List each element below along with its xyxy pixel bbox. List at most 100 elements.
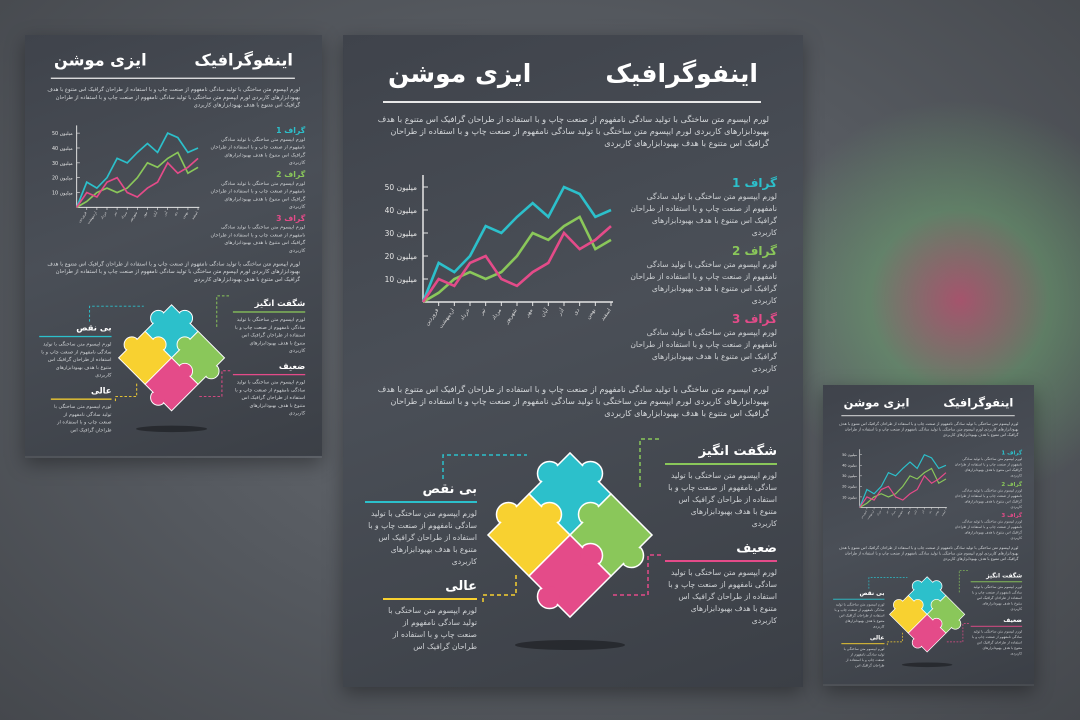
weak-underline <box>665 560 777 562</box>
excellent-block: عالی لورم ایپسوم متن ساختگی با تولید ساد… <box>841 634 885 668</box>
connector-excellent <box>114 383 138 404</box>
x-tick-label: تیر <box>112 211 118 217</box>
y-tick-label: 40 میلیون <box>842 464 857 468</box>
graph1-text: لورم ایپسوم متن ساختگی با تولید سادگی نا… <box>210 136 306 166</box>
x-tick-label: خرداد <box>100 211 108 220</box>
title-divider <box>841 415 1015 417</box>
flawless-block: بی نقص لورم ایپسوم متن ساختگی با تولید س… <box>365 481 477 568</box>
graph3-text: لورم ایپسوم متن ساختگی با تولید سادگی نا… <box>210 224 306 254</box>
right-labels: شگفت انگیز لورم ایپسوم متن ساختگی با تول… <box>970 572 1023 656</box>
puzzle-knob-fill <box>538 462 560 484</box>
puzzle-knob-fill <box>912 600 923 610</box>
graph1-text: لورم ایپسوم متن ساختگی با تولید سادگی نا… <box>630 192 777 237</box>
flawless-text: لورم ایپسوم متن ساختگی با تولید سادگی نا… <box>368 509 477 566</box>
puzzle-knob-fill <box>931 618 942 629</box>
y-tick-label: 30 میلیون <box>52 161 73 167</box>
puzzle-knob-fill <box>497 503 519 525</box>
puzzle-graphic <box>89 295 231 433</box>
intro-paragraph: لورم ایپسوم متن ساختگی با تولید سادگی نا… <box>47 86 301 108</box>
x-tick-label: آذر <box>920 509 926 515</box>
flawless-underline <box>833 598 885 600</box>
puzzle-knob-fill <box>178 364 192 378</box>
puzzle-knob-fill <box>178 311 192 325</box>
y-tick-label: 20 میلیون <box>842 485 857 489</box>
x-tick-label: خرداد <box>876 510 882 517</box>
puzzle-pieces <box>889 576 966 653</box>
y-tick-label: 50 میلیون <box>385 183 417 192</box>
amazing-underline <box>665 463 777 465</box>
page-subtitle: ایزی موشن <box>843 396 910 410</box>
series-line-2 <box>76 151 199 209</box>
weak-underline <box>232 373 306 376</box>
flawless-underline <box>39 335 112 338</box>
connector-amazing <box>639 438 661 487</box>
second-paragraph: لورم ایپسوم متن ساختگی با تولید سادگی نا… <box>838 545 1019 561</box>
x-tick-label: آبان <box>151 209 159 217</box>
x-tick-label: شهریور <box>896 510 904 519</box>
weak-block: ضعیف لورم ایپسوم متن ساختگی با تولید ساد… <box>665 540 777 627</box>
left-labels: بی نقص لورم ایپسوم متن ساختگی با تولید س… <box>39 323 112 434</box>
graph1-block: گراف 1 لورم ایپسوم متن ساختگی با تولید س… <box>627 175 777 239</box>
puzzle-pieces <box>486 451 654 619</box>
flawless-title: بی نقص <box>76 323 112 334</box>
x-tick-label: تیر <box>885 510 890 515</box>
x-tick-label: آذر <box>556 307 566 318</box>
page-subtitle: ایزی موشن <box>388 59 532 88</box>
connector-excellent <box>886 632 903 647</box>
puzzle-knob-fill <box>931 581 942 591</box>
graph3-title: گراف 3 <box>731 312 777 326</box>
series-line-1 <box>859 453 947 508</box>
connector-weak <box>946 623 969 643</box>
connector-flawless <box>868 577 908 589</box>
graph1-title: گراف 1 <box>731 176 777 190</box>
series-line-2 <box>859 467 947 508</box>
graph-legend: گراف 1 لورم ایپسوم متن ساختگی با تولید س… <box>208 125 306 254</box>
puzzle-shadow <box>136 425 208 433</box>
graph3-text: لورم ایپسوم متن ساختگی با تولید سادگی نا… <box>630 328 777 373</box>
graph2-title: گراف 2 <box>731 244 777 258</box>
amazing-title: شگفت انگیز <box>986 572 1023 580</box>
title-divider <box>50 77 295 79</box>
infographic-page-preview: اینفوگرافیک ایزی موشن لورم ایپسوم متن سا… <box>823 385 1034 685</box>
intro-paragraph: لورم ایپسوم متن ساختگی با تولید سادگی نا… <box>838 421 1019 437</box>
puzzle-knob-fill <box>912 637 923 648</box>
puzzle-pieces <box>117 304 226 412</box>
x-tick-label: آبان <box>912 509 918 515</box>
flawless-text: لورم ایپسوم متن ساختگی با تولید سادگی نا… <box>41 341 112 378</box>
title-divider <box>383 101 761 103</box>
page-title: اینفوگرافیک <box>605 59 758 88</box>
excellent-title: عالی <box>445 579 477 594</box>
x-tick-label: دی <box>173 210 179 216</box>
graph2-block: گراف 2 لورم ایپسوم متن ساختگی با تولید س… <box>627 243 777 307</box>
puzzle-shadow <box>515 640 625 650</box>
amazing-text: لورم ایپسوم متن ساختگی با تولید سادگی نا… <box>668 471 777 528</box>
weak-text: لورم ایپسوم متن ساختگی با تولید سادگی نا… <box>234 379 306 416</box>
amazing-text: لورم ایپسوم متن ساختگی با تولید سادگی نا… <box>234 316 306 354</box>
x-tick-label: دی <box>928 510 932 514</box>
amazing-title: شگفت انگیز <box>254 299 306 309</box>
weak-text: لورم ایپسوم متن ساختگی با تولید سادگی نا… <box>972 629 1023 656</box>
flawless-underline <box>365 501 477 503</box>
x-tick-label: فروردین <box>77 211 88 224</box>
puzzle-knob-fill <box>621 545 643 567</box>
x-tick-label: اسفند <box>191 211 199 220</box>
puzzle-knob-fill <box>912 581 923 591</box>
x-tick-label: دی <box>573 307 582 316</box>
puzzle-knob-fill <box>538 503 560 525</box>
puzzle-piece-pink <box>907 613 947 653</box>
excellent-underline <box>50 398 112 400</box>
graph3-title: گراف 3 <box>276 213 306 223</box>
excellent-block: عالی لورم ایپسوم متن ساختگی با تولید ساد… <box>383 578 477 653</box>
right-labels: شگفت انگیز لورم ایپسوم متن ساختگی با تول… <box>665 443 777 627</box>
y-tick-label: 40 میلیون <box>52 146 73 152</box>
x-tick-label: اردیبهشت <box>866 510 875 520</box>
puzzle-knob-fill <box>151 390 166 405</box>
excellent-title: عالی <box>90 386 112 396</box>
graph3-block: گراف 3 لورم ایپسوم متن ساختگی با تولید س… <box>953 512 1022 541</box>
connector-weak <box>199 370 231 398</box>
graph2-title: گراف 2 <box>276 169 306 179</box>
second-paragraph: لورم ایپسوم متن ساختگی با تولید سادگی نا… <box>377 384 769 418</box>
x-tick-label: مرداد <box>120 211 128 220</box>
excellent-underline <box>383 598 477 600</box>
excellent-text: لورم ایپسوم متن ساختگی با تولید سادگی نا… <box>54 403 112 433</box>
